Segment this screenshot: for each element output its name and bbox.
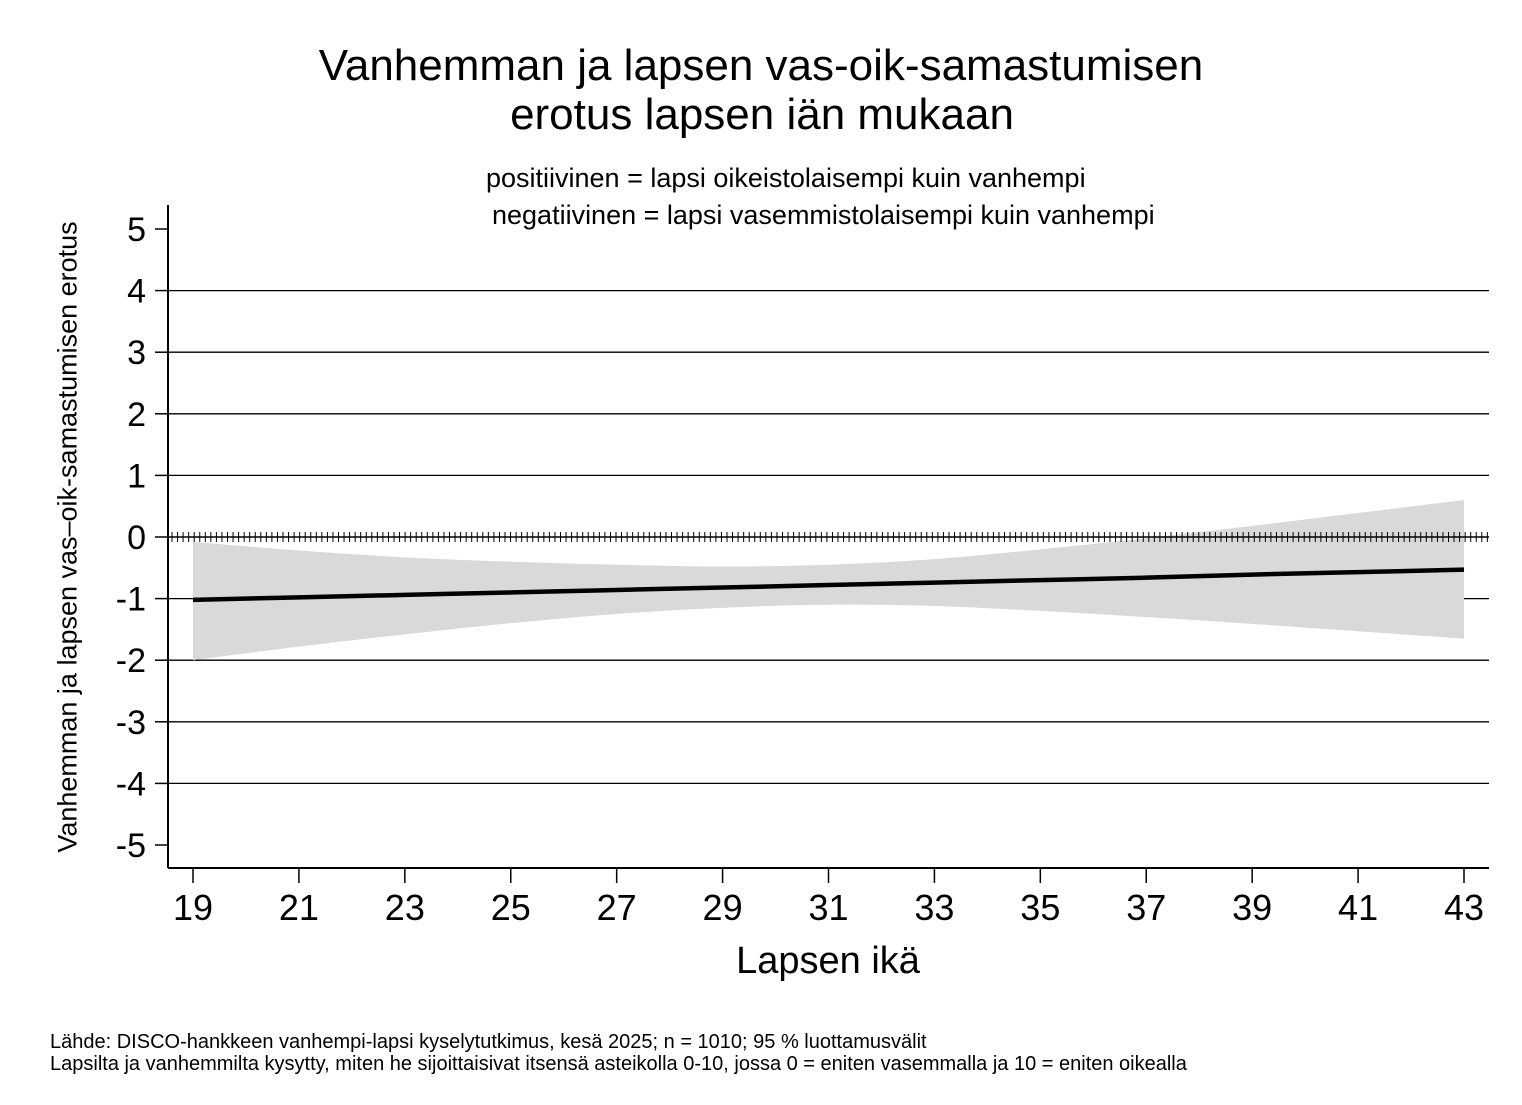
x-tick-label: 39 xyxy=(1232,887,1272,928)
x-axis-ticks: 19 21 23 25 27 29 31 33 35 37 39 41 43 xyxy=(173,868,1484,928)
x-tick-label: 23 xyxy=(385,887,425,928)
chart-subtitle-positive: positiivinen = lapsi oikeistolaisempi ku… xyxy=(486,163,1086,193)
y-tick-label: 2 xyxy=(127,396,146,434)
x-tick-label: 31 xyxy=(808,887,848,928)
x-tick-label: 19 xyxy=(173,887,213,928)
zero-reference-rug xyxy=(168,532,1489,542)
prediction-line xyxy=(192,567,1465,603)
y-axis-label: Vanhemman ja lapsen vas–oik-samastumisen… xyxy=(52,221,83,853)
chart-title-line-2: erotus lapsen iän mukaan xyxy=(510,90,1014,139)
y-tick-label: 1 xyxy=(127,457,146,495)
y-tick-label: 0 xyxy=(127,519,146,557)
y-tick-label: 4 xyxy=(127,273,146,311)
chart-subtitle-negative: negatiivinen = lapsi vasemmistolaisempi … xyxy=(492,200,1155,230)
y-tick-label: -3 xyxy=(116,704,146,742)
x-axis-label: Lapsen ikä xyxy=(736,940,920,982)
scale-note: Lapsilta ja vanhemmilta kysytty, miten h… xyxy=(50,1053,1187,1075)
y-tick-label: -5 xyxy=(116,827,146,865)
x-tick-label: 37 xyxy=(1126,887,1166,928)
x-tick-label: 43 xyxy=(1444,887,1484,928)
chart-title-line-1: Vanhemman ja lapsen vas-oik-samastumisen xyxy=(318,41,1204,90)
y-tick-label: -1 xyxy=(116,581,146,619)
y-tick-label: -2 xyxy=(116,642,146,680)
x-tick-label: 29 xyxy=(703,887,743,928)
y-tick-label: 5 xyxy=(127,211,146,249)
x-tick-label: 33 xyxy=(914,887,954,928)
y-axis-ticks: 5 4 3 2 1 0 -1 -2 -3 -4 -5 xyxy=(116,211,168,865)
x-tick-label: 21 xyxy=(279,887,319,928)
x-tick-label: 25 xyxy=(491,887,531,928)
x-tick-label: 27 xyxy=(597,887,637,928)
y-tick-label: 3 xyxy=(127,334,146,372)
x-tick-label: 41 xyxy=(1338,887,1378,928)
x-tick-label: 35 xyxy=(1020,887,1060,928)
source-note: Lähde: DISCO-hankkeen vanhempi-lapsi kys… xyxy=(50,1031,927,1053)
y-tick-label: -4 xyxy=(116,765,146,803)
confidence-interval-band xyxy=(193,500,1464,661)
